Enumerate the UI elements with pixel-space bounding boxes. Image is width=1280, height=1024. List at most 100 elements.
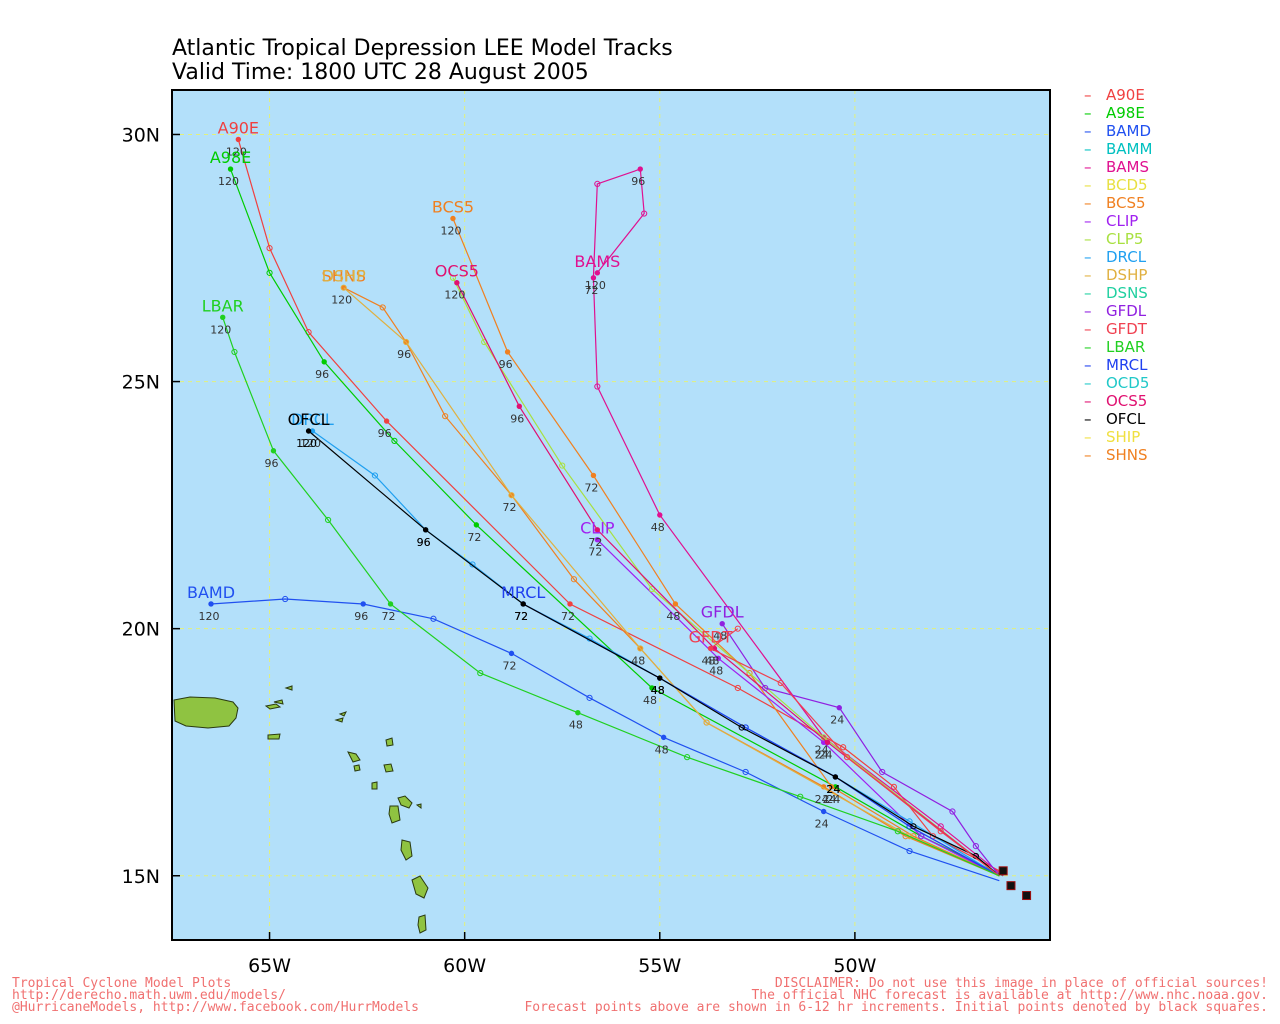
forecast-hour-label: 48 xyxy=(569,719,583,732)
vieques-island xyxy=(264,703,282,710)
legend-item: – MRCL xyxy=(1084,356,1152,374)
forecast-point xyxy=(828,784,835,790)
forecast-point xyxy=(657,512,663,518)
forecast-hour-label: 48 xyxy=(631,654,645,667)
legend-dash-icon: – xyxy=(1084,86,1092,104)
model-tracks xyxy=(208,136,1004,882)
forecast-point xyxy=(473,522,480,528)
forecast-point xyxy=(734,625,741,632)
forecast-hour-label: 72 xyxy=(584,481,598,494)
forecast-hour-label: 48 xyxy=(651,684,665,697)
forecast-point xyxy=(660,734,667,741)
forecast-hour-label: 120 xyxy=(226,145,247,158)
forecast-hour-label: 72 xyxy=(382,610,396,623)
track-end-label: BCS5 xyxy=(432,197,474,216)
forecast-point xyxy=(231,348,238,356)
footer-link[interactable]: http://derecho.math.uwm.edu/models/ xyxy=(12,988,286,1003)
forecast-point xyxy=(890,783,898,790)
forecast-point xyxy=(321,359,327,365)
forecast-hour-label: 48 xyxy=(709,664,723,677)
legend-item: – BCS5 xyxy=(1084,194,1152,212)
forecast-point xyxy=(894,828,901,835)
forecast-point xyxy=(387,601,394,607)
forecast-point xyxy=(707,645,714,652)
track-end-label: BAMD xyxy=(187,583,235,602)
disclaimer-line: Forecast points above are shown in 6-12 … xyxy=(524,1000,1268,1015)
legend-label: SHIP xyxy=(1106,428,1141,446)
legend-label: SHNS xyxy=(1106,446,1148,464)
forecast-hour-label: 72 xyxy=(588,546,602,559)
legend-dash-icon: – xyxy=(1084,140,1092,158)
forecast-point xyxy=(683,754,691,761)
legend-dash-icon: – xyxy=(1084,356,1092,374)
forecast-point xyxy=(379,304,386,311)
forecast-point xyxy=(590,472,597,479)
forecast-hour-label: 72 xyxy=(502,659,516,672)
legend-item: – DSHP xyxy=(1084,266,1152,284)
land-masses xyxy=(173,685,429,934)
forecast-point xyxy=(762,684,769,692)
forecast-point xyxy=(371,472,379,479)
forecast-point xyxy=(719,621,725,627)
forecast-hour-label: 120 xyxy=(300,437,321,450)
legend-label: CLP5 xyxy=(1106,230,1144,248)
forecast-point xyxy=(477,670,484,677)
forecast-point xyxy=(516,403,522,409)
legend-dash-icon: – xyxy=(1084,392,1092,410)
legend-label: OCD5 xyxy=(1106,374,1150,392)
track-line-ofcl xyxy=(308,430,1000,877)
forecast-point xyxy=(270,448,277,454)
grenada-island xyxy=(417,914,427,934)
track-line-bamd xyxy=(210,598,1000,882)
forecast-point xyxy=(836,705,842,711)
footer-link[interactable]: @HurricaneModels, http://www.facebook.co… xyxy=(12,1000,419,1015)
initial-points xyxy=(998,866,1032,901)
forecast-hour-label: 96 xyxy=(631,175,645,188)
lat-tick-label: 25N xyxy=(122,372,160,394)
disclaimer-line: DISCLAIMER: Do not use this image in pla… xyxy=(774,976,1268,991)
st-lucia-island xyxy=(400,839,413,861)
legend-dash-icon: – xyxy=(1084,158,1092,176)
forecast-hour-label: 72 xyxy=(514,610,528,623)
legend-dash-icon: – xyxy=(1084,194,1092,212)
legend-label: BAMS xyxy=(1106,158,1150,176)
forecast-hour-label: 96 xyxy=(510,412,524,425)
forecast-hour-label: 48 xyxy=(651,521,665,534)
legend-item: – A98E xyxy=(1084,104,1152,122)
barbuda-island xyxy=(383,763,394,773)
legend-dash-icon: – xyxy=(1084,338,1092,356)
lat-tick-label: 30N xyxy=(122,124,160,146)
legend-label: DRCL xyxy=(1106,248,1147,266)
legend-dash-icon: – xyxy=(1084,230,1092,248)
forecast-hour-label: 72 xyxy=(588,536,602,549)
forecast-hour-label: 72 xyxy=(467,531,481,544)
track-bamd xyxy=(208,595,1000,882)
legend-label: MRCL xyxy=(1106,356,1148,374)
legend-item: – OFCL xyxy=(1084,410,1152,428)
legend-item: – SHIP xyxy=(1084,428,1152,446)
legend-item: – BAMD xyxy=(1084,122,1152,140)
track-end-label: GFDT xyxy=(689,627,733,646)
lat-tick-label: 20N xyxy=(122,619,160,641)
forecast-hour-label: 96 xyxy=(499,358,513,371)
forecast-hour-label: 24 xyxy=(822,793,836,806)
legend: – A90E – A98E – BAMD – BAMM – BAMS – BCD5– BCS5– CLIP… xyxy=(1084,86,1152,464)
forecast-hour-label: 24 xyxy=(830,714,844,727)
st-vincent-island xyxy=(411,875,429,899)
legend-item: – CLP5 xyxy=(1084,230,1152,248)
forecast-hour-label: 72 xyxy=(502,501,516,514)
forecast-hour-label: 48 xyxy=(643,694,657,707)
legend-item: – BAMS xyxy=(1084,158,1152,176)
forecast-hour-label: 96 xyxy=(315,368,329,381)
lon-tick-label: 50W xyxy=(833,955,876,977)
forecast-point xyxy=(594,527,601,533)
forecast-hour-label: 24 xyxy=(815,743,829,756)
legend-dash-icon: – xyxy=(1084,212,1092,230)
forecast-point xyxy=(906,833,913,840)
track-end-label: SHNS xyxy=(322,267,366,286)
anguilla-island xyxy=(334,711,347,723)
martinique-island xyxy=(415,803,422,809)
legend-dash-icon: – xyxy=(1084,446,1092,464)
forecast-point xyxy=(918,833,925,840)
forecast-hour-label: 96 xyxy=(417,536,431,549)
